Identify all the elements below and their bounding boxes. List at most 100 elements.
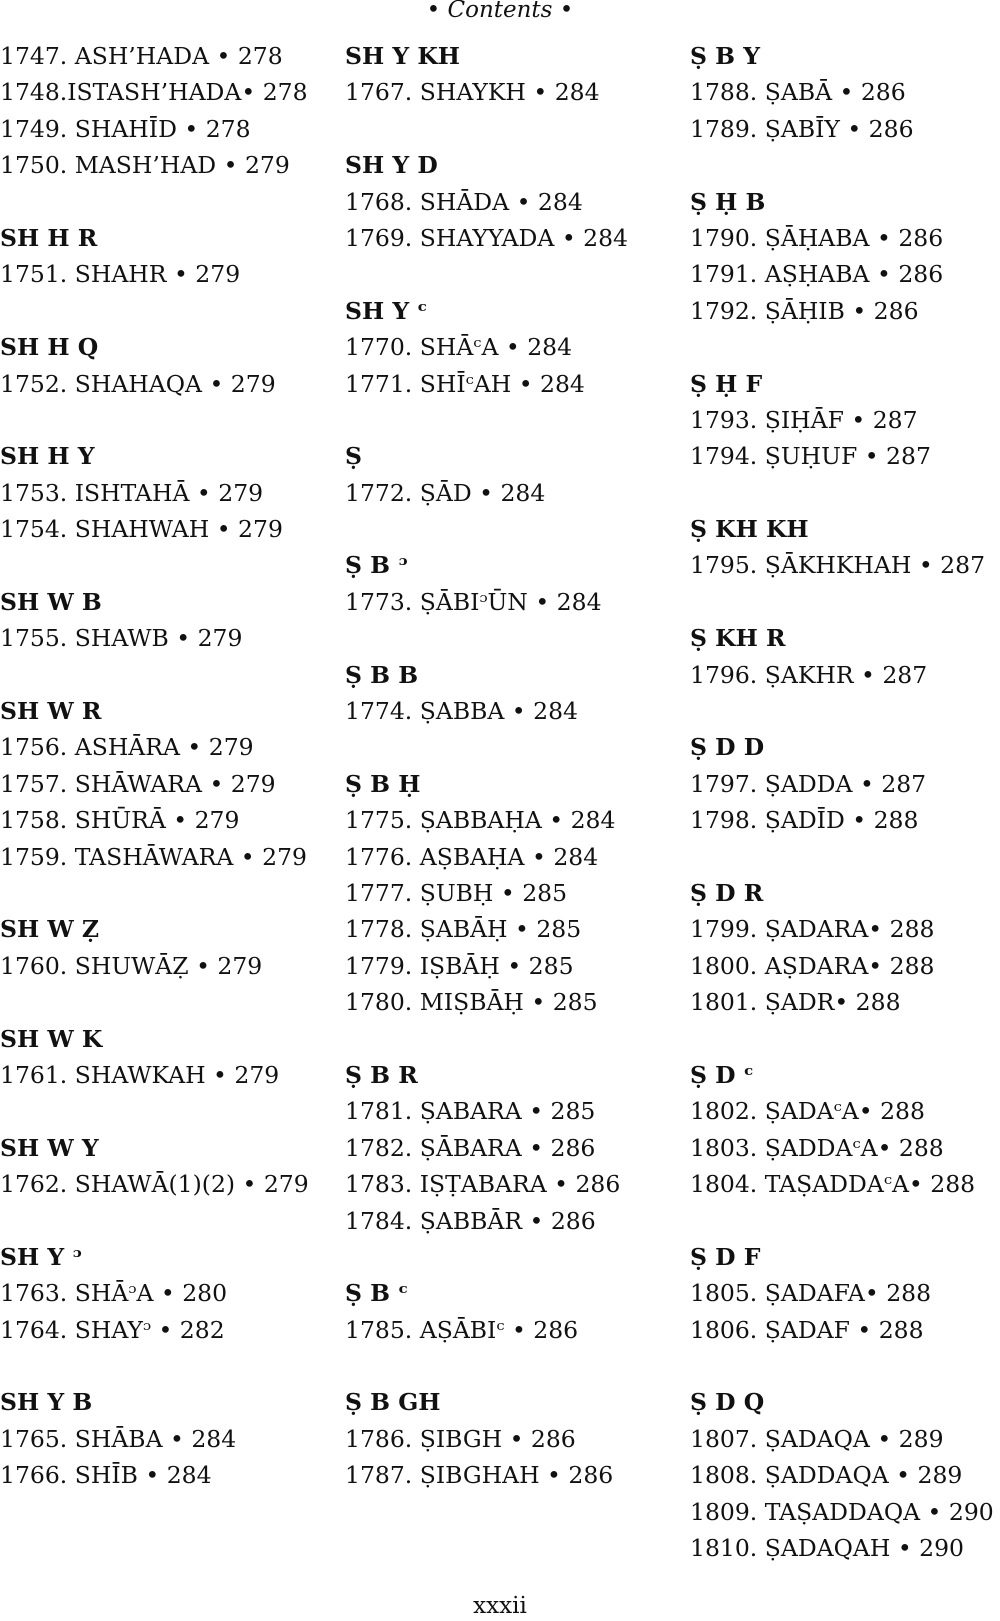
contents-entry: 1773. ṢĀBIᵓŪN • 284 bbox=[345, 587, 602, 616]
section-gap bbox=[0, 547, 330, 583]
root-heading: SH Y B bbox=[0, 1388, 93, 1417]
contents-entry: 1750. MASH’HAD • 279 bbox=[0, 151, 290, 180]
section-gap bbox=[345, 256, 675, 292]
contents-entry: 1784. ṢABBĀR • 286 bbox=[345, 1206, 596, 1235]
contents-entry: 1790. ṢĀḤABA • 286 bbox=[690, 223, 944, 252]
contents-entry: 1748.ISTASH’HADA• 278 bbox=[0, 78, 308, 107]
contents-entry: 1766. SHĪB • 284 bbox=[0, 1461, 212, 1490]
contents-entry: 1768. SHĀDA • 284 bbox=[345, 187, 583, 216]
section-gap bbox=[0, 402, 330, 438]
contents-entry: 1787. ṢIBGHAH • 286 bbox=[345, 1461, 614, 1490]
contents-entry: 1779. IṢBĀḤ • 285 bbox=[345, 951, 574, 980]
contents-entry: 1778. ṢABĀḤ • 285 bbox=[345, 915, 582, 944]
section-gap bbox=[690, 1203, 1000, 1239]
root-heading: Ṣ Ḥ B bbox=[690, 187, 766, 216]
contents-entry: 1753. ISHTAHĀ • 279 bbox=[0, 478, 264, 507]
root-heading: SH W Ẓ bbox=[0, 915, 100, 944]
contents-entry: 1752. SHAHAQA • 279 bbox=[0, 369, 276, 398]
root-heading: SH Y ᵓ bbox=[0, 1242, 83, 1271]
contents-entry: 1763. SHĀᵓA • 280 bbox=[0, 1279, 228, 1308]
root-heading: Ṣ KH KH bbox=[690, 515, 809, 544]
contents-entry: 1781. ṢABARA • 285 bbox=[345, 1097, 596, 1126]
root-heading: SH H R bbox=[0, 223, 98, 252]
contents-entry: 1809. TAṢADDAQA • 290 bbox=[690, 1497, 994, 1526]
section-gap bbox=[0, 1093, 330, 1129]
contents-entry: 1799. ṢADARA• 288 bbox=[690, 915, 935, 944]
contents-entry: 1765. SHĀBA • 284 bbox=[0, 1424, 237, 1453]
contents-entry: 1789. ṢABĪY • 286 bbox=[690, 114, 914, 143]
contents-entry: 1780. MIṢBĀḤ • 285 bbox=[345, 988, 598, 1017]
contents-column-2: SH Y KH 1767. SHAYKH • 284 SH Y D 1768. SHĀ… bbox=[345, 38, 675, 1494]
contents-entry: 1794. ṢUḤUF • 287 bbox=[690, 442, 931, 471]
contents-entry: 1762. SHAWĀ(1)(2) • 279 bbox=[0, 1170, 309, 1199]
running-head: • Contents • bbox=[426, 0, 574, 23]
section-gap bbox=[690, 584, 1000, 620]
root-heading: Ṣ bbox=[345, 442, 362, 471]
section-gap bbox=[345, 1021, 675, 1057]
root-heading: Ṣ B B bbox=[345, 660, 419, 689]
contents-entry: 1775. ṢABBAḤA • 284 bbox=[345, 806, 616, 835]
contents-entry: 1758. SHŪRĀ • 279 bbox=[0, 806, 240, 835]
contents-column-3: Ṣ B Y 1788. ṢABĀ • 286 1789. ṢABĪY • 286 Ṣ … bbox=[690, 38, 1000, 1566]
contents-entry: 1760. SHUWĀẒ • 279 bbox=[0, 951, 263, 980]
contents-entry: 1754. SHAHWAH • 279 bbox=[0, 515, 283, 544]
section-gap bbox=[0, 184, 330, 220]
root-heading: Ṣ D Q bbox=[690, 1388, 765, 1417]
contents-entry: 1795. ṢĀKHKHAH • 287 bbox=[690, 551, 986, 580]
contents-entry: 1755. SHAWB • 279 bbox=[0, 624, 243, 653]
root-heading: Ṣ B R bbox=[345, 1060, 418, 1089]
section-gap bbox=[345, 402, 675, 438]
contents-entry: 1769. SHAYYADA • 284 bbox=[345, 223, 628, 252]
contents-entry: 1782. ṢĀBARA • 286 bbox=[345, 1133, 596, 1162]
contents-entry: 1801. ṢADR• 288 bbox=[690, 988, 901, 1017]
root-heading: Ṣ B Y bbox=[690, 42, 760, 70]
contents-entry: 1776. AṢBAḤA • 284 bbox=[345, 842, 599, 871]
root-heading: Ṣ D D bbox=[690, 733, 765, 762]
section-gap bbox=[0, 657, 330, 693]
contents-entry: 1764. SHAYᵓ • 282 bbox=[0, 1315, 225, 1344]
contents-entry: 1797. ṢADDA • 287 bbox=[690, 769, 927, 798]
contents-entry: 1810. ṢADAQAH • 290 bbox=[690, 1534, 965, 1563]
root-heading: Ṣ B Ḥ bbox=[345, 769, 421, 798]
root-heading: Ṣ D R bbox=[690, 878, 764, 907]
section-gap bbox=[345, 1348, 675, 1384]
section-gap bbox=[0, 1203, 330, 1239]
section-gap bbox=[690, 693, 1000, 729]
contents-entry: 1761. SHAWKAH • 279 bbox=[0, 1060, 280, 1089]
contents-entry: 1757. SHĀWARA • 279 bbox=[0, 769, 276, 798]
root-heading: SH H Q bbox=[0, 333, 99, 362]
contents-entry: 1783. IṢṬABARA • 286 bbox=[345, 1170, 621, 1199]
section-gap bbox=[0, 984, 330, 1020]
root-heading: SH W R bbox=[0, 697, 102, 726]
section-gap bbox=[690, 329, 1000, 365]
root-heading: Ṣ B GH bbox=[345, 1388, 441, 1417]
section-gap bbox=[690, 475, 1000, 511]
contents-entry: 1751. SHAHR • 279 bbox=[0, 260, 241, 289]
contents-entry: 1802. ṢADAᶜA• 288 bbox=[690, 1097, 925, 1126]
root-heading: Ṣ KH R bbox=[690, 624, 786, 653]
page-number: xxxii bbox=[473, 1593, 527, 1619]
section-gap bbox=[345, 1239, 675, 1275]
contents-entry: 1759. TASHĀWARA • 279 bbox=[0, 842, 307, 871]
contents-entry: 1806. ṢADAF • 288 bbox=[690, 1315, 924, 1344]
contents-entry: 1786. ṢIBGH • 286 bbox=[345, 1424, 576, 1453]
contents-entry: 1804. TAṢADDAᶜA• 288 bbox=[690, 1170, 976, 1199]
contents-entry: 1807. ṢADAQA • 289 bbox=[690, 1424, 944, 1453]
contents-entry: 1785. AṢĀBIᶜ • 286 bbox=[345, 1315, 579, 1344]
contents-entry: 1808. ṢADDAQA • 289 bbox=[690, 1461, 963, 1490]
root-heading: SH Y KH bbox=[345, 42, 460, 70]
section-gap bbox=[0, 293, 330, 329]
contents-entry: 1747. ASH’HADA • 278 bbox=[0, 42, 283, 70]
section-gap bbox=[345, 111, 675, 147]
root-heading: Ṣ Ḥ F bbox=[690, 369, 763, 398]
root-heading: Ṣ B ᵓ bbox=[345, 551, 409, 580]
contents-entry: 1805. ṢADAFA• 288 bbox=[690, 1279, 932, 1308]
contents-entry: 1749. SHAHĪD • 278 bbox=[0, 114, 251, 143]
contents-entry: 1756. ASHĀRA • 279 bbox=[0, 733, 254, 762]
root-heading: SH W K bbox=[0, 1024, 103, 1053]
contents-entry: 1788. ṢABĀ • 286 bbox=[690, 78, 906, 107]
section-gap bbox=[345, 511, 675, 547]
section-gap bbox=[345, 729, 675, 765]
section-gap bbox=[690, 1348, 1000, 1384]
section-gap bbox=[690, 147, 1000, 183]
